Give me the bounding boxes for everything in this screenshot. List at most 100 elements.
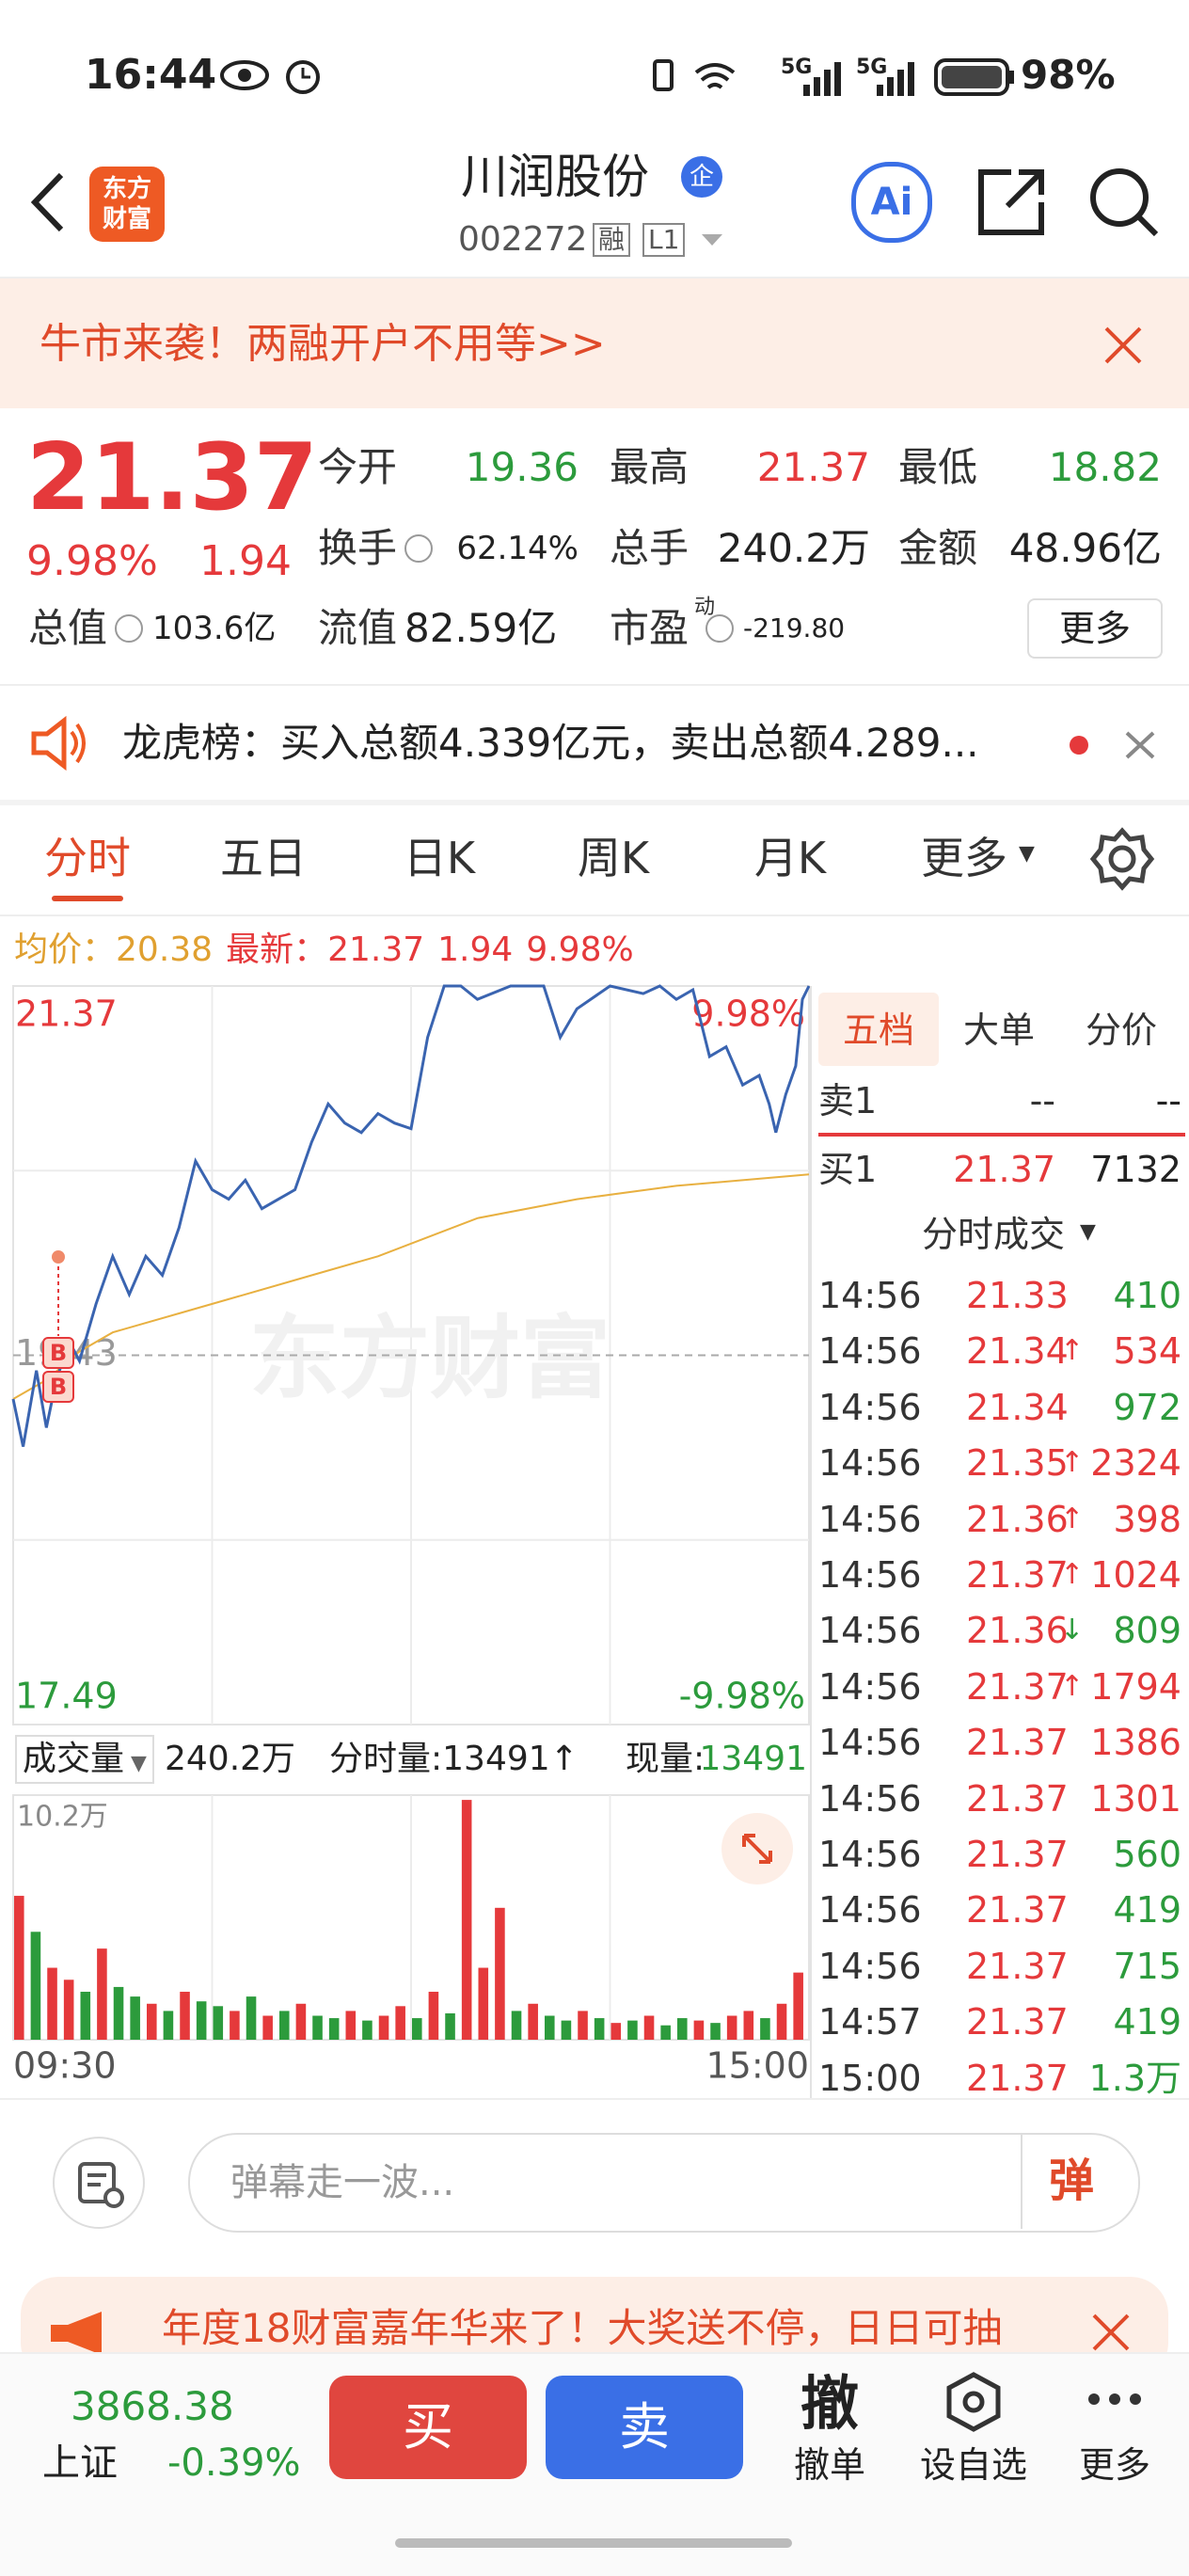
action-label[interactable]: 设自选: [919, 2444, 1027, 2486]
trade-time: 14:56: [818, 1330, 922, 1373]
search-button[interactable]: [1086, 165, 1162, 240]
field-value: 103.6亿: [152, 610, 277, 647]
field-label: 流值: [318, 605, 398, 651]
index-value[interactable]: 3868.38: [71, 2383, 234, 2429]
field-value: 18.82: [1048, 444, 1162, 490]
field-sup: 动: [694, 596, 716, 619]
divider: [1021, 2135, 1023, 2229]
x-tick-label: 15:00: [705, 2045, 809, 2087]
book-price: 21.37: [953, 1149, 1055, 1190]
trade-volume: 1794: [1090, 1665, 1181, 1708]
banner-text[interactable]: 牛市来袭！两融开户不用等>>: [40, 320, 606, 368]
volume-bar: [412, 2018, 422, 2040]
trade-time: 14:56: [818, 1498, 922, 1540]
tab[interactable]: 五日: [220, 833, 307, 883]
book-label: 买1: [818, 1149, 878, 1190]
tab[interactable]: 周K: [577, 833, 650, 883]
volume-selector[interactable]: 成交量 ▼: [15, 1735, 154, 1784]
trade-volume: 715: [1113, 1945, 1181, 1987]
battery-level: 98%: [1021, 52, 1116, 98]
y2-tick-label: 9.98%: [691, 994, 805, 1035]
trade-price: 21.37: [966, 2057, 1069, 2099]
change-pct: 9.98%: [26, 537, 158, 585]
volume-bar: [478, 1967, 489, 2040]
info-icon: [404, 534, 433, 563]
dropdown-arrow: ▼: [1019, 842, 1035, 866]
comment-placeholder[interactable]: 弹幕走一波...: [230, 2161, 455, 2204]
comment-input[interactable]: [188, 2133, 1140, 2233]
trade-volume: 972: [1113, 1386, 1181, 1428]
volume-bar: [130, 1996, 140, 2040]
field-label: 今开: [318, 444, 398, 490]
index-change[interactable]: -0.39%: [167, 2441, 301, 2485]
signal: [803, 62, 841, 96]
trade-time: 14:56: [818, 1777, 922, 1820]
badge: 企: [681, 156, 722, 198]
trade-volume: 1301: [1090, 1777, 1181, 1820]
volume-bar: [213, 2006, 224, 2040]
trade-price: 21.34: [966, 1330, 1069, 1373]
trade-time: 14:56: [818, 1945, 922, 1987]
marker-box: [42, 1337, 74, 1369]
change: 1.94: [437, 930, 514, 969]
danmaku-button[interactable]: 弹: [1049, 2155, 1095, 2207]
dropdown-icon[interactable]: [698, 231, 726, 249]
speaker-icon: [31, 715, 86, 771]
news-controls[interactable]: [1063, 729, 1166, 761]
field-label: 金额: [898, 525, 978, 571]
close-button[interactable]: [1091, 2313, 1131, 2352]
action-label[interactable]: 撤单: [793, 2444, 865, 2486]
side-tab[interactable]: 五档: [842, 1010, 914, 1051]
tab[interactable]: 月K: [753, 833, 827, 883]
volume-total: 240.2万: [165, 1740, 296, 1778]
trade-price: 21.36: [966, 1498, 1069, 1540]
field-value: 240.2万: [717, 525, 870, 571]
tab[interactable]: 更多: [921, 833, 1007, 883]
tab[interactable]: 日K: [403, 833, 476, 883]
divider: [0, 2098, 1189, 2100]
trade-price: 21.37: [966, 1834, 1069, 1875]
side-tab[interactable]: 分价: [1085, 1010, 1157, 1051]
trade-price: 21.37: [966, 1722, 1069, 1764]
volume-bar: [793, 1972, 803, 2040]
action-label[interactable]: 更多: [1078, 2444, 1150, 2486]
trade-volume: 410: [1113, 1275, 1181, 1316]
promo-banner[interactable]: [0, 278, 1189, 408]
tab-underline: [52, 896, 123, 901]
share-button[interactable]: [974, 165, 1049, 240]
trade-volume: 1.3万: [1088, 2057, 1181, 2099]
news-ticker[interactable]: 龙虎榜：买入总额4.339亿元，卖出总额4.289...: [122, 720, 979, 766]
volume-bar: [677, 2018, 688, 2040]
volume-bar: [97, 1948, 107, 2040]
volume-bar: [378, 2015, 389, 2040]
ai-button[interactable]: Ai: [851, 162, 932, 243]
index-name[interactable]: 上证: [42, 2441, 118, 2485]
volume-bar: [760, 2018, 770, 2040]
close-button[interactable]: [1102, 325, 1144, 366]
trade-volume: 398: [1113, 1498, 1181, 1540]
tag: L1: [642, 223, 686, 257]
sell-button[interactable]: 卖: [546, 2376, 743, 2479]
marker-dot: [52, 1250, 65, 1264]
side-tab[interactable]: 大单: [962, 1010, 1035, 1051]
volume-bar: [743, 2011, 754, 2040]
current-volume: 13491: [699, 1740, 807, 1778]
back-button[interactable]: [24, 169, 71, 235]
volume-bar: [561, 2020, 572, 2040]
ad-text[interactable]: 年度18财富嘉年华来了！大奖送不停，日日可抽: [162, 2305, 1003, 2351]
current-volume-label: 现量:: [626, 1740, 705, 1778]
cancel-icon[interactable]: 撤: [800, 2369, 859, 2438]
settings-button[interactable]: [1089, 826, 1155, 892]
more-icon[interactable]: [1086, 2390, 1143, 2409]
more-button[interactable]: 更多: [1027, 598, 1163, 659]
status-time: 16:44: [85, 51, 217, 99]
field-label: 总手: [610, 525, 690, 571]
expand-button[interactable]: [720, 1811, 795, 1886]
comment-icon[interactable]: [52, 2136, 146, 2230]
trade-volume: 419: [1113, 2001, 1181, 2043]
tab[interactable]: 分时: [44, 833, 131, 883]
trades-title[interactable]: 分时成交: [922, 1214, 1066, 1255]
buy-button[interactable]: 买: [329, 2376, 527, 2479]
watchlist-icon[interactable]: [945, 2371, 1002, 2433]
